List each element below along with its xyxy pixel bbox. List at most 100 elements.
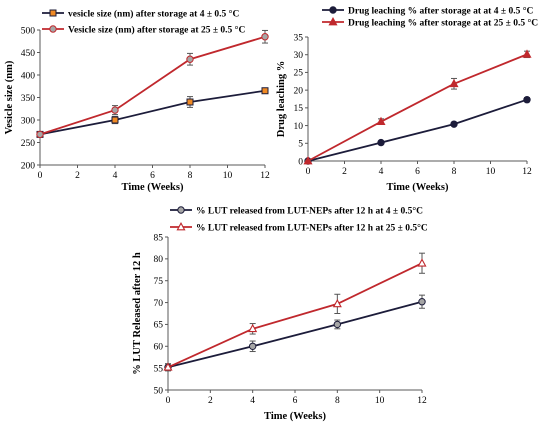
x-axis-title: Time (Weeks) — [387, 182, 449, 193]
y-tick-label: 450 — [21, 49, 36, 59]
x-tick-label: 8 — [335, 396, 340, 406]
y-tick-label: 20 — [294, 86, 304, 96]
series-line — [167, 300, 423, 369]
y-tick-label: 0 — [298, 157, 303, 167]
series-2 — [163, 252, 427, 372]
y-tick-label: 55 — [154, 364, 164, 374]
legend-swatch-marker — [329, 6, 337, 14]
legend-entry: % LUT released from LUT-NEPs after 12 h … — [170, 222, 428, 233]
series-line — [307, 53, 528, 162]
x-tick-label: 6 — [150, 171, 155, 181]
data-point — [261, 87, 269, 95]
x-tick-label: 4 — [379, 167, 384, 177]
data-point — [261, 33, 269, 41]
y-tick-label: 400 — [21, 71, 36, 81]
y-tick-label: 300 — [21, 116, 36, 126]
x-tick-label: 0 — [38, 171, 43, 181]
data-point — [303, 156, 313, 165]
x-tick-label: 6 — [415, 167, 420, 177]
legend-swatch-marker — [176, 222, 186, 231]
x-axis-title: Time (Weeks) — [122, 182, 184, 193]
legend-entry: Drug leaching % after storage at at 25 ±… — [322, 17, 538, 28]
y-tick-label: 350 — [21, 94, 36, 104]
legend-entry: % LUT released from LUT-NEPs after 12 h … — [170, 205, 423, 216]
data-point — [163, 362, 173, 371]
legend-label: vesicle size (nm) after storage at 4 ± 0… — [68, 8, 239, 19]
data-point — [248, 323, 258, 333]
x-tick-label: 10 — [486, 167, 496, 177]
y-tick-label: 35 — [294, 33, 304, 43]
data-point — [522, 49, 532, 58]
series-2 — [36, 29, 269, 139]
data-point — [332, 298, 342, 308]
data-point — [111, 116, 119, 124]
series-1 — [304, 96, 531, 165]
data-point — [523, 96, 531, 104]
x-tick-label: 10 — [375, 396, 385, 406]
x-tick-label: 0 — [306, 167, 311, 177]
y-axis-title: % LUT Released after 12 h — [132, 252, 143, 375]
y-tick-label: 5 — [298, 140, 303, 150]
y-tick-label: 500 — [21, 26, 36, 36]
legend-swatch-marker — [328, 17, 338, 26]
data-point — [418, 297, 426, 306]
x-tick-label: 0 — [166, 396, 171, 406]
x-axis-title: Time (Weeks) — [264, 411, 326, 422]
series-line — [167, 262, 423, 369]
data-point — [377, 138, 385, 147]
y-tick-label: 80 — [154, 255, 164, 265]
legend-label: Drug leaching % after storage at at 4 ± … — [348, 5, 533, 16]
chart-3: 50 55 60 65 70 75 80 85 0 2 4 6 8 10 12 Time (Weeks) % L… — [132, 205, 428, 422]
legend-entry: vesicle size (nm) after storage at 4 ± 0… — [42, 8, 239, 19]
x-tick-label: 12 — [260, 171, 270, 181]
legend: vesicle size (nm) after storage at 4 ± 0… — [42, 8, 245, 35]
legend-entry: Drug leaching % after storage at at 4 ± … — [322, 5, 533, 16]
legend-swatch-marker — [49, 9, 57, 17]
data-point — [376, 116, 386, 126]
series-1 — [36, 87, 269, 138]
y-tick-label: 10 — [294, 122, 304, 132]
data-point — [36, 130, 44, 139]
legend: Drug leaching % after storage at at 4 ± … — [322, 5, 538, 28]
data-point — [333, 320, 342, 329]
x-tick-label: 12 — [417, 396, 427, 406]
legend: % LUT released from LUT-NEPs after 12 h … — [170, 205, 428, 233]
y-tick-label: 50 — [154, 386, 164, 396]
x-tick-label: 2 — [75, 171, 80, 181]
legend-label: Vesicle size (nm) after storage at 25 ± … — [68, 24, 245, 35]
y-tick-label: 85 — [154, 233, 164, 243]
x-tick-label: 2 — [342, 167, 347, 177]
x-tick-label: 12 — [522, 167, 532, 177]
series-line — [39, 35, 266, 136]
y-tick-label: 25 — [294, 69, 304, 79]
y-tick-label: 30 — [294, 51, 304, 61]
y-tick-label: 15 — [294, 104, 304, 114]
legend-label: Drug leaching % after storage at at 25 ±… — [348, 17, 538, 28]
data-point — [450, 120, 458, 128]
data-point — [248, 342, 257, 350]
legend-entry: Vesicle size (nm) after storage at 25 ± … — [42, 24, 245, 35]
x-tick-label: 8 — [452, 167, 457, 177]
y-axis-title: Drug leaching % — [276, 61, 287, 137]
legend-label: % LUT released from LUT-NEPs after 12 h … — [196, 222, 428, 233]
y-tick-label: 70 — [154, 299, 164, 309]
legend-label: % LUT released from LUT-NEPs after 12 h … — [196, 205, 423, 216]
x-tick-label: 2 — [208, 396, 213, 406]
series-1 — [164, 294, 426, 372]
y-tick-label: 250 — [21, 139, 36, 149]
x-tick-label: 6 — [293, 396, 298, 406]
chart-1: 200 250 300 350 400 450 500 0 2 4 6 8 10 12 Time (Week… — [4, 8, 270, 193]
x-tick-label: 4 — [113, 171, 118, 181]
x-tick-label: 4 — [250, 396, 255, 406]
series-line — [307, 98, 528, 162]
y-tick-label: 75 — [154, 277, 164, 287]
legend-swatch-marker — [49, 25, 57, 33]
y-tick-label: 65 — [154, 321, 164, 331]
x-tick-label: 10 — [223, 171, 233, 181]
chart-2: 0 5 10 15 20 25 30 35 0 2 4 6 8 10 12 Time (Weeks) Drug … — [276, 5, 538, 193]
data-point — [417, 258, 427, 267]
legend-swatch-marker — [177, 206, 185, 214]
y-tick-label: 200 — [21, 161, 36, 171]
y-tick-label: 60 — [154, 343, 164, 353]
